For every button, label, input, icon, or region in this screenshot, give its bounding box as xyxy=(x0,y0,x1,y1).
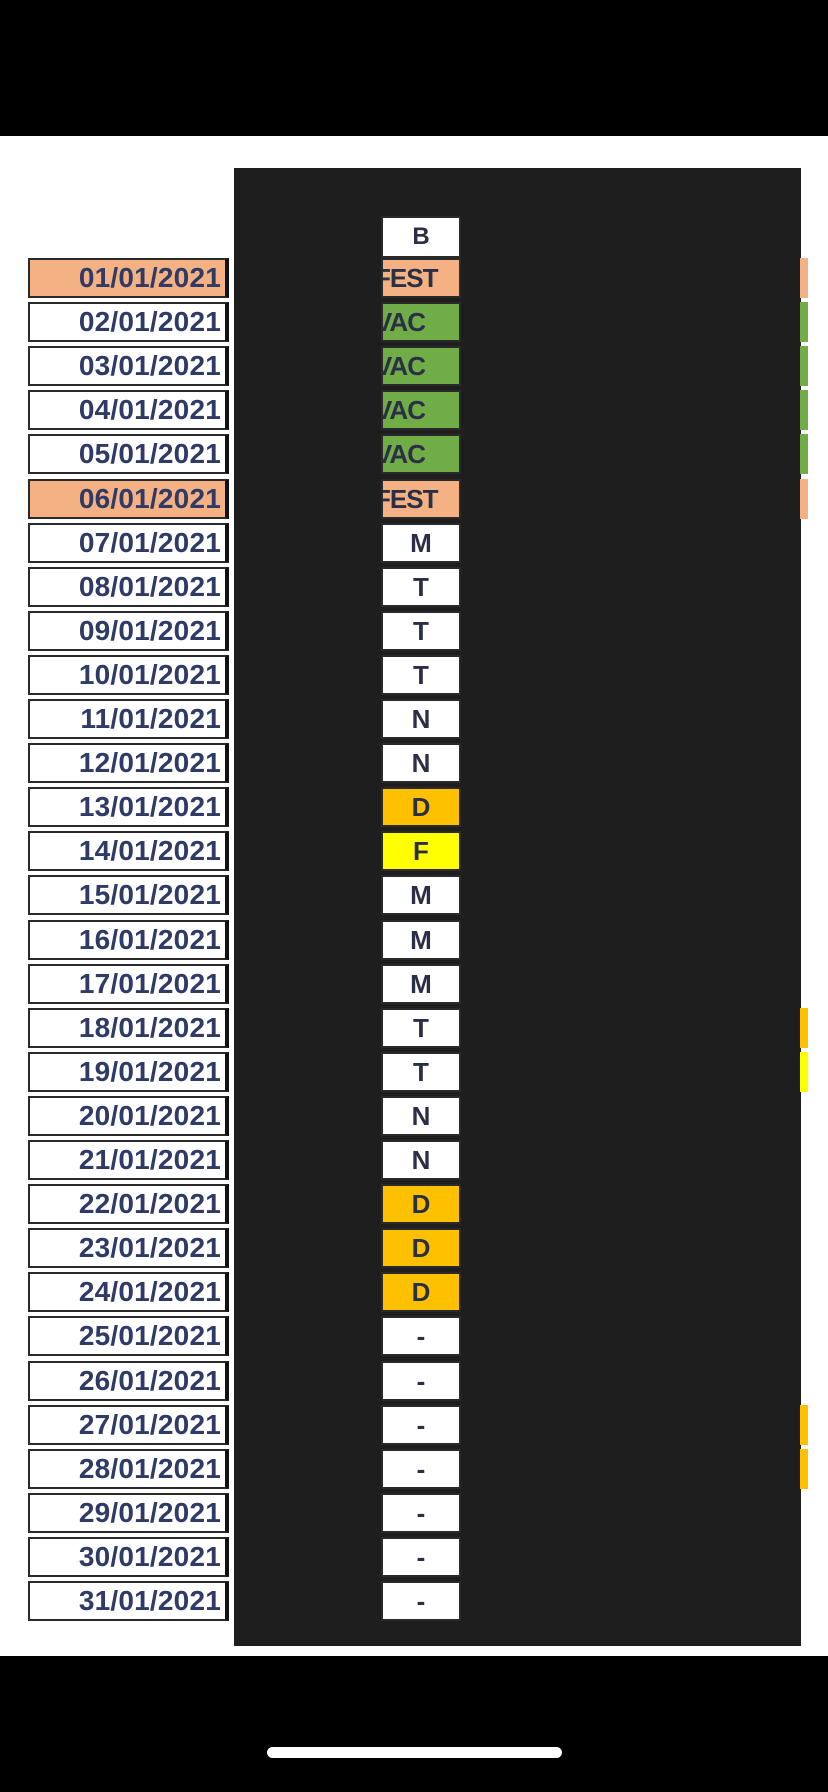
shift-code-cell[interactable]: T xyxy=(381,1052,461,1092)
shift-code-cell[interactable]: - xyxy=(381,1537,461,1577)
column-header-b[interactable]: B xyxy=(381,216,461,258)
shift-code-cell[interactable]: M xyxy=(381,920,461,960)
date-cell[interactable]: 18/01/2021 xyxy=(28,1008,229,1048)
shift-code-cell[interactable]: N xyxy=(381,1096,461,1136)
date-cell[interactable]: 14/01/2021 xyxy=(28,831,229,871)
date-cell[interactable]: 28/01/2021 xyxy=(28,1449,229,1489)
date-cell[interactable]: 20/01/2021 xyxy=(28,1096,229,1136)
right-edge-cell-marker xyxy=(800,1405,808,1445)
date-cell[interactable]: 12/01/2021 xyxy=(28,743,229,783)
shift-code-cell[interactable]: - xyxy=(381,1361,461,1401)
shift-code-cell[interactable]: FEST xyxy=(381,258,461,298)
spreadsheet-view: B 01/01/2021 FEST 02/01/2021 VAC 03/01/2021 V… xyxy=(0,136,828,1656)
right-edge-cell-marker xyxy=(800,346,808,386)
shift-code-cell[interactable]: F xyxy=(381,831,461,871)
right-edge-cell-marker xyxy=(800,258,808,298)
home-indicator[interactable] xyxy=(267,1747,562,1758)
date-cell[interactable]: 21/01/2021 xyxy=(28,1140,229,1180)
shift-code-cell[interactable]: M xyxy=(381,964,461,1004)
date-cell[interactable]: 26/01/2021 xyxy=(28,1361,229,1401)
right-edge-cell-marker xyxy=(800,479,808,519)
right-edge-cell-marker xyxy=(800,1008,808,1048)
shift-code-cell[interactable]: - xyxy=(381,1581,461,1621)
date-cell[interactable]: 07/01/2021 xyxy=(28,523,229,563)
shift-code-cell[interactable]: D xyxy=(381,1184,461,1224)
shift-code-cell[interactable]: D xyxy=(381,1272,461,1312)
date-cell[interactable]: 17/01/2021 xyxy=(28,964,229,1004)
date-cell[interactable]: 19/01/2021 xyxy=(28,1052,229,1092)
date-cell[interactable]: 30/01/2021 xyxy=(28,1537,229,1577)
date-cell[interactable]: 02/01/2021 xyxy=(28,302,229,342)
date-cell[interactable]: 27/01/2021 xyxy=(28,1405,229,1445)
shift-code-cell[interactable]: N xyxy=(381,743,461,783)
shift-code-cell[interactable]: VAC xyxy=(381,390,461,430)
shift-code-cell[interactable]: VAC xyxy=(381,346,461,386)
shift-code-cell[interactable]: M xyxy=(381,875,461,915)
date-cell[interactable]: 22/01/2021 xyxy=(28,1184,229,1224)
right-edge-cell-marker xyxy=(800,390,808,430)
shift-code-cell[interactable]: FEST xyxy=(381,479,461,519)
shift-code-cell[interactable]: N xyxy=(381,699,461,739)
date-cell[interactable]: 04/01/2021 xyxy=(28,390,229,430)
date-cell[interactable]: 13/01/2021 xyxy=(28,787,229,827)
date-cell[interactable]: 31/01/2021 xyxy=(28,1581,229,1621)
shift-code-cell[interactable]: - xyxy=(381,1405,461,1445)
date-cell[interactable]: 16/01/2021 xyxy=(28,920,229,960)
date-cell[interactable]: 29/01/2021 xyxy=(28,1493,229,1533)
shift-code-cell[interactable]: - xyxy=(381,1449,461,1489)
shift-code-cell[interactable]: - xyxy=(381,1493,461,1533)
date-cell[interactable]: 03/01/2021 xyxy=(28,346,229,386)
shift-code-cell[interactable]: VAC xyxy=(381,302,461,342)
right-edge-cell-marker xyxy=(800,302,808,342)
shift-code-cell[interactable]: D xyxy=(381,787,461,827)
redacted-area xyxy=(231,168,804,1646)
date-cell[interactable]: 24/01/2021 xyxy=(28,1272,229,1312)
shift-code-cell[interactable]: T xyxy=(381,567,461,607)
date-cell[interactable]: 01/01/2021 xyxy=(28,258,229,298)
shift-code-cell[interactable]: T xyxy=(381,1008,461,1048)
shift-code-cell[interactable]: D xyxy=(381,1228,461,1268)
date-cell[interactable]: 08/01/2021 xyxy=(28,567,229,607)
right-edge-cell-marker xyxy=(800,434,808,474)
shift-code-cell[interactable]: - xyxy=(381,1316,461,1356)
date-cell[interactable]: 25/01/2021 xyxy=(28,1316,229,1356)
date-cell[interactable]: 23/01/2021 xyxy=(28,1228,229,1268)
right-edge-cell-marker xyxy=(800,1052,808,1092)
shift-code-cell[interactable]: M xyxy=(381,523,461,563)
date-cell[interactable]: 05/01/2021 xyxy=(28,434,229,474)
shift-code-cell[interactable]: VAC xyxy=(381,434,461,474)
column-divider xyxy=(231,168,234,1646)
date-cell[interactable]: 09/01/2021 xyxy=(28,611,229,651)
date-cell[interactable]: 11/01/2021 xyxy=(28,699,229,739)
date-cell[interactable]: 10/01/2021 xyxy=(28,655,229,695)
column-divider xyxy=(801,168,804,1646)
right-edge-cell-marker xyxy=(800,1449,808,1489)
shift-code-cell[interactable]: T xyxy=(381,611,461,651)
shift-code-cell[interactable]: N xyxy=(381,1140,461,1180)
date-cell[interactable]: 15/01/2021 xyxy=(28,875,229,915)
shift-code-cell[interactable]: T xyxy=(381,655,461,695)
date-cell[interactable]: 06/01/2021 xyxy=(28,479,229,519)
